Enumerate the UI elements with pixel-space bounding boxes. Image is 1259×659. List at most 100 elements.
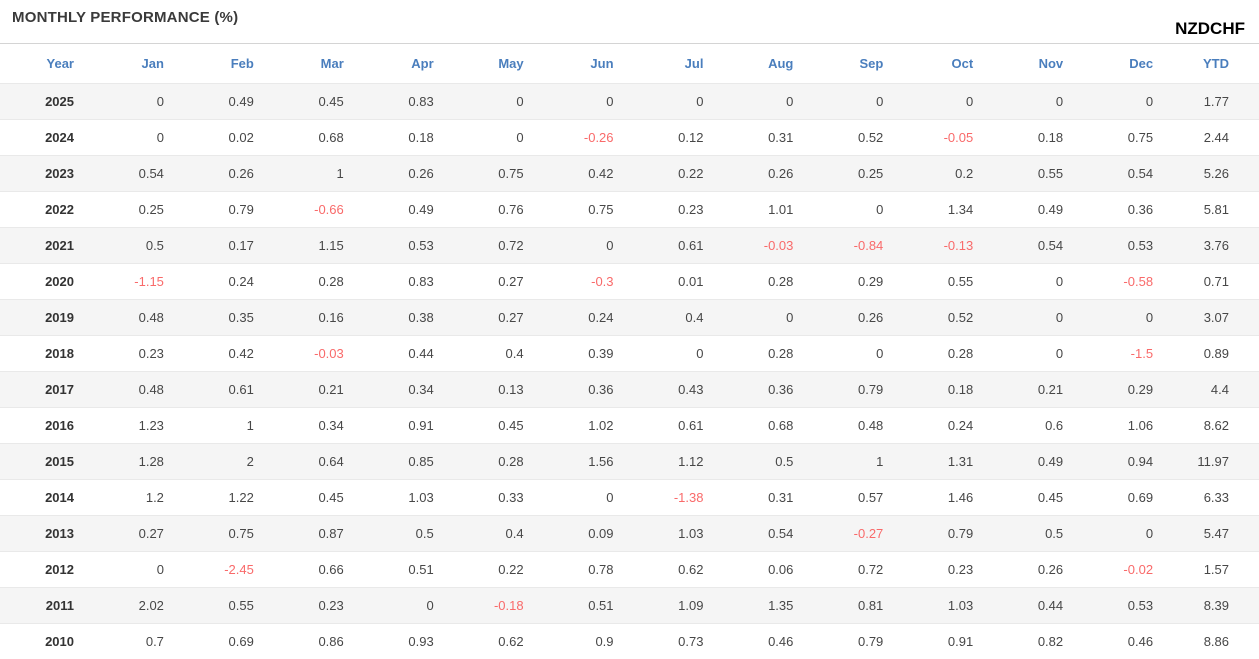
value-cell: 0.2 xyxy=(899,154,990,191)
value-cell: 0.22 xyxy=(629,154,720,191)
value-cell: 0.33 xyxy=(449,478,540,515)
value-cell: 0.39 xyxy=(539,334,630,371)
column-header-year: Year xyxy=(46,55,74,71)
value-cell: 1.34 xyxy=(899,190,990,227)
value-cell: 0.23 xyxy=(269,586,360,623)
value-cell: 0.49 xyxy=(359,190,450,227)
year-cell: 2020 xyxy=(0,262,90,299)
table-row-2023: 2023 0.54 0.26 1 0.26 0.75 0.42 0.22 0.26 0.25 0.2… xyxy=(0,154,1259,191)
value-cell: -2.45 xyxy=(179,550,270,587)
value-cell: 1.56 xyxy=(539,442,630,479)
ytd-cell: 5.26 xyxy=(1169,154,1259,191)
value-cell: 0.53 xyxy=(1079,226,1170,263)
value-cell: 0.24 xyxy=(899,406,990,443)
value-cell: 0.61 xyxy=(629,406,720,443)
value-cell: -0.66 xyxy=(269,190,360,227)
value-cell: 0.91 xyxy=(359,406,450,443)
value-cell: -1.5 xyxy=(1079,334,1170,371)
column-header-sep: Sep xyxy=(859,55,884,71)
value-cell: 0.24 xyxy=(539,298,630,335)
value-cell: 0.55 xyxy=(989,154,1080,191)
column-header-mar: Mar xyxy=(320,55,344,71)
value-cell: 0.75 xyxy=(449,154,540,191)
value-cell: 0.5 xyxy=(719,442,810,479)
value-cell: 0.23 xyxy=(90,334,180,371)
table-row-2015: 2015 1.28 2 0.64 0.85 0.28 1.56 1.12 0.5 1 1.31 0.4… xyxy=(0,442,1259,479)
value-cell: 0 xyxy=(809,334,900,371)
value-cell: 0.01 xyxy=(629,262,720,299)
value-cell: 0.85 xyxy=(359,442,450,479)
value-cell: 0 xyxy=(989,334,1080,371)
value-cell: 0.22 xyxy=(449,550,540,587)
value-cell: 0.78 xyxy=(539,550,630,587)
year-cell: 2019 xyxy=(0,298,90,335)
value-cell: 1.01 xyxy=(719,190,810,227)
value-cell: 0 xyxy=(989,298,1080,335)
value-cell: 1.22 xyxy=(179,478,270,515)
year-cell: 2024 xyxy=(0,118,90,155)
value-cell: 0.31 xyxy=(719,118,810,155)
value-cell: 0.87 xyxy=(269,514,360,551)
value-cell: 0.83 xyxy=(359,262,450,299)
value-cell: 1.15 xyxy=(269,226,360,263)
value-cell: 0.54 xyxy=(1079,154,1170,191)
monthly-performance-table: Year Jan Feb Mar Apr May Jun Jul Aug Sep Oct Nov Dec… xyxy=(0,44,1259,659)
value-cell: 0.55 xyxy=(899,262,990,299)
value-cell: 0 xyxy=(539,478,630,515)
value-cell: 0 xyxy=(899,82,990,119)
value-cell: 0.51 xyxy=(539,586,630,623)
year-cell: 2022 xyxy=(0,190,90,227)
ytd-cell: 3.76 xyxy=(1169,226,1259,263)
value-cell: 0.5 xyxy=(989,514,1080,551)
value-cell: 0.46 xyxy=(719,622,810,659)
column-header-aug: Aug xyxy=(768,55,794,71)
table-row-2024: 2024 0 0.02 0.68 0.18 0 -0.26 0.12 0.31 0.52 -0.05… xyxy=(0,118,1259,155)
value-cell: 0.72 xyxy=(449,226,540,263)
value-cell: 0.4 xyxy=(449,514,540,551)
value-cell: 0.64 xyxy=(269,442,360,479)
value-cell: 0.52 xyxy=(899,298,990,335)
value-cell: 0.43 xyxy=(629,370,720,407)
value-cell: 0.18 xyxy=(359,118,450,155)
value-cell: 0.26 xyxy=(719,154,810,191)
value-cell: 1.28 xyxy=(90,442,180,479)
table-row-2011: 2011 2.02 0.55 0.23 0 -0.18 0.51 1.09 1.35 0.81 1.… xyxy=(0,586,1259,623)
table-row-2013: 2013 0.27 0.75 0.87 0.5 0.4 0.09 1.03 0.54 -0.27 0… xyxy=(0,514,1259,551)
value-cell: 0.49 xyxy=(989,442,1080,479)
value-cell: 1.03 xyxy=(629,514,720,551)
value-cell: 0.53 xyxy=(359,226,450,263)
value-cell: 0.36 xyxy=(1079,190,1170,227)
value-cell: -0.84 xyxy=(809,226,900,263)
value-cell: -0.05 xyxy=(899,118,990,155)
table-head: Year Jan Feb Mar Apr May Jun Jul Aug Sep Oct Nov Dec… xyxy=(0,44,1259,83)
value-cell: 0.48 xyxy=(90,370,180,407)
value-cell: 0.34 xyxy=(359,370,450,407)
value-cell: 0.55 xyxy=(179,586,270,623)
value-cell: 1.03 xyxy=(899,586,990,623)
value-cell: 0.81 xyxy=(809,586,900,623)
value-cell: -0.13 xyxy=(899,226,990,263)
value-cell: 0.28 xyxy=(269,262,360,299)
value-cell: 0.51 xyxy=(359,550,450,587)
value-cell: 0.75 xyxy=(1079,118,1170,155)
ytd-cell: 1.57 xyxy=(1169,550,1259,587)
value-cell: 0.54 xyxy=(989,226,1080,263)
table-header-row: Year Jan Feb Mar Apr May Jun Jul Aug Sep Oct Nov Dec… xyxy=(0,44,1259,83)
value-cell: 0.48 xyxy=(90,298,180,335)
value-cell: 0.69 xyxy=(179,622,270,659)
value-cell: 0 xyxy=(629,334,720,371)
value-cell: 0.45 xyxy=(269,82,360,119)
value-cell: 0 xyxy=(809,190,900,227)
column-header-jan: Jan xyxy=(141,55,164,71)
value-cell: 0.79 xyxy=(179,190,270,227)
value-cell: 0.83 xyxy=(359,82,450,119)
year-cell: 2013 xyxy=(0,514,90,551)
table-row-2017: 2017 0.48 0.61 0.21 0.34 0.13 0.36 0.43 0.36 0.79… xyxy=(0,370,1259,407)
table-row-2014: 2014 1.2 1.22 0.45 1.03 0.33 0 -1.38 0.31 0.57 1.4… xyxy=(0,478,1259,515)
value-cell: 0.75 xyxy=(539,190,630,227)
value-cell: 0.62 xyxy=(449,622,540,659)
column-header-may: May xyxy=(498,55,524,71)
value-cell: 0.29 xyxy=(1079,370,1170,407)
ytd-cell: 11.97 xyxy=(1169,442,1259,479)
value-cell: 0.79 xyxy=(809,622,900,659)
